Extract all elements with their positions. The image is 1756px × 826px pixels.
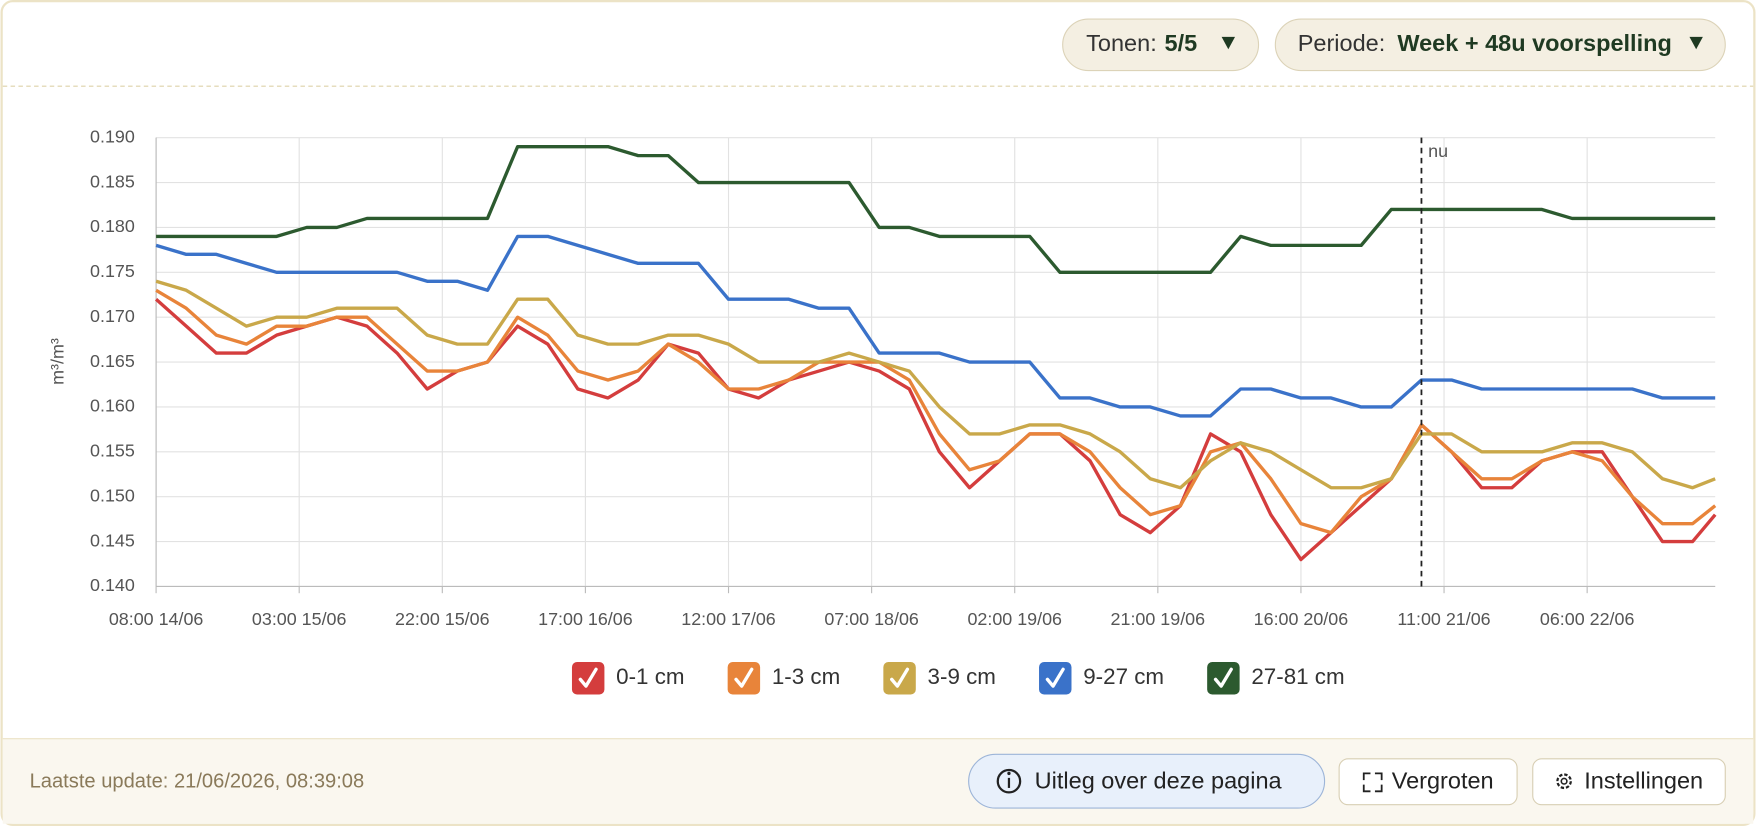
legend: 0-1 cm 1-3 cm 3-9 cm 9-27 cm 27-81 cm (570, 660, 1345, 696)
legend-label: 9-27 cm (1083, 664, 1164, 689)
check-icon (578, 667, 598, 688)
period-dropdown[interactable]: Periode: Week + 48u voorspelling (1274, 18, 1726, 72)
legend-checkbox[interactable] (882, 660, 917, 696)
x-tick-label: 07:00 18/06 (824, 609, 919, 629)
legend-checkbox[interactable] (570, 660, 606, 696)
y-tick-label: 0.165 (90, 351, 135, 371)
x-tick-label: 22:00 15/06 (395, 609, 490, 629)
period-label: Periode: (1298, 30, 1386, 56)
x-tick-label: 02:00 19/06 (967, 609, 1062, 629)
settings-button-bg[interactable] (1532, 758, 1726, 806)
legend-item[interactable]: 0-1 cm (570, 660, 685, 696)
info-button[interactable]: Uitleg over deze pagina (968, 753, 1326, 809)
tones-label: Tonen: (1086, 30, 1157, 56)
y-tick-label: 0.145 (90, 530, 135, 550)
enlarge-button[interactable]: Vergroten (1338, 758, 1518, 806)
y-tick-label: 0.185 (90, 171, 135, 191)
settings-button-label: Instellingen (1584, 768, 1703, 794)
y-axis-label: m³/m³ (47, 338, 67, 385)
enlarge-button-label: Vergroten (1392, 768, 1494, 794)
info-button-bg[interactable] (968, 753, 1326, 809)
info-button-label: Uitleg over deze pagina (1035, 768, 1283, 794)
y-tick-label: 0.175 (90, 261, 135, 281)
y-tick-label: 0.190 (90, 126, 135, 146)
check-icon (1045, 667, 1065, 688)
tones-pill[interactable] (1062, 18, 1260, 72)
legend-label: 1-3 cm (772, 664, 840, 689)
tones-value: 5/5 (1165, 30, 1198, 56)
x-tick-label: 03:00 15/06 (252, 609, 347, 629)
legend-item[interactable]: 3-9 cm (882, 660, 996, 696)
series-line (155, 279, 1716, 490)
x-tick-label: 11:00 21/06 (1397, 609, 1490, 629)
info-icon (996, 768, 1022, 794)
enlarge-button-bg[interactable] (1338, 758, 1518, 806)
y-tick-label: 0.150 (90, 485, 135, 505)
tones-dropdown[interactable]: Tonen: 5/5 (1062, 18, 1260, 72)
settings-icon (1556, 773, 1572, 790)
dropdown-arrow (1689, 36, 1703, 50)
series-line (156, 144, 1716, 274)
check-icon (890, 667, 910, 688)
info-icon (1007, 771, 1011, 776)
check-icon (734, 667, 754, 688)
series-line (154, 297, 1717, 562)
chart: m³/m³ 0.140 0.145 0.150 0.155 0.160 0.165 0.17… (47, 126, 1717, 629)
now-label: nu (1428, 141, 1448, 161)
period-pill[interactable] (1274, 18, 1726, 72)
x-tick-label: 17:00 16/06 (538, 609, 633, 629)
legend-label: 3-9 cm (928, 664, 996, 689)
legend-checkbox[interactable] (726, 660, 762, 696)
legend-checkbox[interactable] (1037, 660, 1073, 696)
enlarge-icon (1362, 772, 1383, 793)
x-tick-label: 06:00 22/06 (1540, 609, 1635, 629)
settings-button[interactable]: Instellingen (1532, 758, 1726, 806)
legend-label: 0-1 cm (616, 664, 684, 689)
x-tick-label: 16:00 20/06 (1254, 609, 1349, 629)
legend-label: 27-81 cm (1251, 664, 1344, 689)
legend-item[interactable]: 27-81 cm (1206, 660, 1345, 696)
y-tick-label: 0.160 (90, 396, 135, 416)
y-tick-label: 0.140 (90, 575, 135, 595)
check-icon (1213, 667, 1233, 688)
legend-item[interactable]: 1-3 cm (726, 660, 840, 696)
x-tick-label: 08:00 14/06 (109, 609, 204, 629)
series-line (155, 288, 1717, 535)
x-tick-label: 21:00 19/06 (1111, 609, 1206, 629)
y-tick-label: 0.170 (90, 306, 135, 326)
legend-checkbox[interactable] (1206, 660, 1241, 696)
period-value: Week + 48u voorspelling (1397, 30, 1671, 56)
y-tick-label: 0.155 (90, 441, 135, 461)
dropdown-arrow (1221, 36, 1236, 50)
y-tick-label: 0.180 (90, 216, 135, 236)
x-tick-label: 12:00 17/06 (681, 609, 776, 629)
legend-item[interactable]: 9-27 cm (1037, 660, 1164, 696)
last-update: Laatste update: 21/06/2026, 08:39:08 (30, 771, 365, 793)
series-line (155, 234, 1716, 418)
settings-icon (1560, 777, 1568, 785)
